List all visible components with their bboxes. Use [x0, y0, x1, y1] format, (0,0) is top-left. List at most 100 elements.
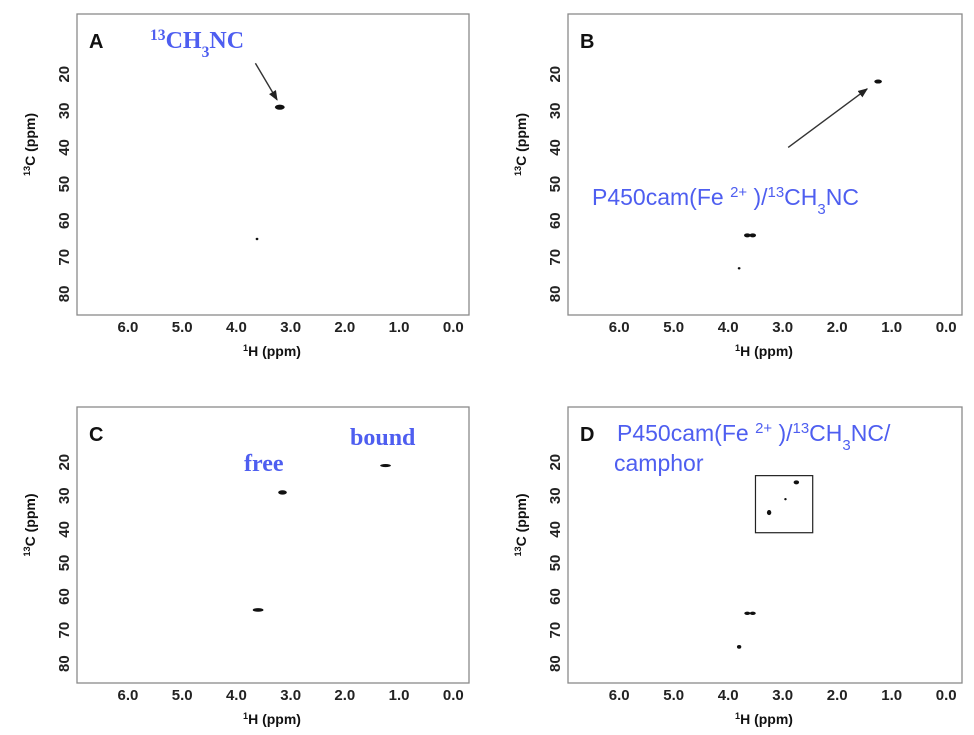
x-tick-label: 4.0: [226, 319, 247, 336]
x-tick-label: 0.0: [936, 319, 957, 336]
nmr-peak: [744, 611, 751, 615]
y-tick-label: 60: [547, 588, 564, 605]
x-tick-label: 0.0: [936, 687, 957, 704]
x-axis-title: 1H (ppm): [243, 711, 301, 727]
y-axis-title: 13C (ppm): [22, 493, 38, 556]
nmr-peak: [380, 464, 391, 468]
annotation-label: bound: [350, 425, 416, 451]
x-tick-label: 3.0: [772, 687, 793, 704]
x-tick-label: 2.0: [334, 319, 355, 336]
panel-c: C 6.0 5.0 4.0 3.0 2.0 1.0 0.0 20 30 40 50 60 70 80 1H (…: [22, 406, 470, 727]
y-tick-label: 50: [56, 176, 73, 193]
x-tick-label: 2.0: [827, 319, 848, 336]
x-tick-label: 3.0: [280, 319, 301, 336]
y-tick-label: 50: [56, 555, 73, 572]
x-tick-label: 6.0: [609, 319, 630, 336]
y-tick-label: 80: [56, 286, 73, 303]
y-axis-title: 13C (ppm): [513, 493, 529, 556]
y-tick-label: 40: [56, 521, 73, 538]
panel-a: A 6.0 5.0 4.0 3.0 2.0 1.0 0.0 20 30 40 50 60 70 80 1H (…: [22, 13, 470, 359]
annotation-label: 13CH3NC: [150, 27, 244, 61]
plot-frame: [567, 13, 963, 316]
x-tick-label: 1.0: [881, 687, 902, 704]
highlight-box: [754, 475, 814, 534]
annotation-label: P450cam(Fe 2+ )/13CH3NC/: [617, 420, 891, 454]
plot-frame: [76, 13, 470, 316]
nmr-peak: [784, 497, 787, 501]
x-tick-label: 1.0: [389, 319, 410, 336]
nmr-peak: [252, 608, 264, 612]
y-tick-label: 80: [547, 655, 564, 672]
y-axis-title: 13C (ppm): [22, 113, 38, 176]
nmr-peak: [255, 237, 259, 241]
x-tick-label: 3.0: [772, 319, 793, 336]
y-tick-label: 40: [56, 139, 73, 156]
x-tick-label: 0.0: [443, 319, 464, 336]
y-tick-label: 80: [56, 655, 73, 672]
x-tick-label: 5.0: [663, 319, 684, 336]
y-tick-label: 60: [56, 588, 73, 605]
annotation-label: camphor: [614, 450, 704, 476]
panel-label: B: [580, 31, 594, 53]
annotation-label: P450cam(Fe 2+ )/13CH3NC: [592, 184, 859, 218]
x-tick-label: 2.0: [827, 687, 848, 704]
nmr-peak: [793, 480, 800, 485]
x-axis-title: 1H (ppm): [735, 711, 793, 727]
annotation-arrow: [787, 88, 869, 149]
y-tick-label: 30: [56, 487, 73, 504]
y-tick-label: 50: [547, 176, 564, 193]
panel-b: B 6.0 5.0 4.0 3.0 2.0 1.0 0.0 20 30 40 50 60 70 80 1H (…: [513, 13, 963, 359]
y-tick-label: 70: [56, 622, 73, 639]
y-tick-label: 80: [547, 286, 564, 303]
x-tick-label: 5.0: [172, 687, 193, 704]
panel-d: D 6.0 5.0 4.0 3.0 2.0 1.0 0.0 20 30 40 50 60 70 80 1H (…: [513, 406, 963, 727]
x-tick-label: 1.0: [389, 687, 410, 704]
panel-label: D: [580, 424, 594, 446]
y-tick-label: 70: [56, 249, 73, 266]
y-tick-label: 40: [547, 139, 564, 156]
x-tick-label: 0.0: [443, 687, 464, 704]
y-axis-title: 13C (ppm): [513, 113, 529, 176]
plot-frame: [76, 406, 470, 684]
y-tick-label: 20: [56, 66, 73, 83]
y-tick-label: 40: [547, 521, 564, 538]
y-tick-label: 20: [547, 66, 564, 83]
y-tick-label: 30: [547, 102, 564, 119]
x-tick-label: 6.0: [609, 687, 630, 704]
x-tick-label: 5.0: [172, 319, 193, 336]
x-axis-title: 1H (ppm): [735, 343, 793, 359]
y-tick-label: 70: [547, 249, 564, 266]
x-tick-label: 5.0: [663, 687, 684, 704]
x-tick-label: 4.0: [226, 687, 247, 704]
nmr-peak: [874, 79, 882, 84]
nmr-peak: [744, 233, 751, 238]
x-tick-label: 3.0: [280, 687, 301, 704]
panel-label: A: [89, 31, 103, 53]
nmr-peak: [749, 233, 757, 238]
y-tick-label: 60: [56, 212, 73, 229]
x-tick-label: 1.0: [881, 319, 902, 336]
annotation-arrow: [254, 62, 278, 101]
panel-label: C: [89, 424, 103, 446]
x-tick-label: 2.0: [334, 687, 355, 704]
nmr-peak: [766, 510, 772, 516]
annotation-label: free: [244, 451, 284, 477]
y-tick-label: 30: [56, 102, 73, 119]
nmr-peak: [736, 645, 742, 649]
x-axis-title: 1H (ppm): [243, 343, 301, 359]
y-tick-label: 30: [547, 487, 564, 504]
y-tick-label: 20: [547, 454, 564, 471]
y-tick-label: 20: [56, 454, 73, 471]
x-tick-label: 6.0: [118, 319, 139, 336]
x-tick-label: 6.0: [118, 687, 139, 704]
plot-frame: [567, 406, 963, 684]
x-tick-label: 4.0: [718, 319, 739, 336]
nmr-peak: [274, 104, 285, 110]
y-tick-label: 60: [547, 212, 564, 229]
x-tick-label: 4.0: [718, 687, 739, 704]
nmr-peak: [737, 267, 741, 270]
nmr-peak: [278, 490, 287, 495]
y-tick-label: 50: [547, 555, 564, 572]
nmr-peak: [749, 611, 756, 615]
